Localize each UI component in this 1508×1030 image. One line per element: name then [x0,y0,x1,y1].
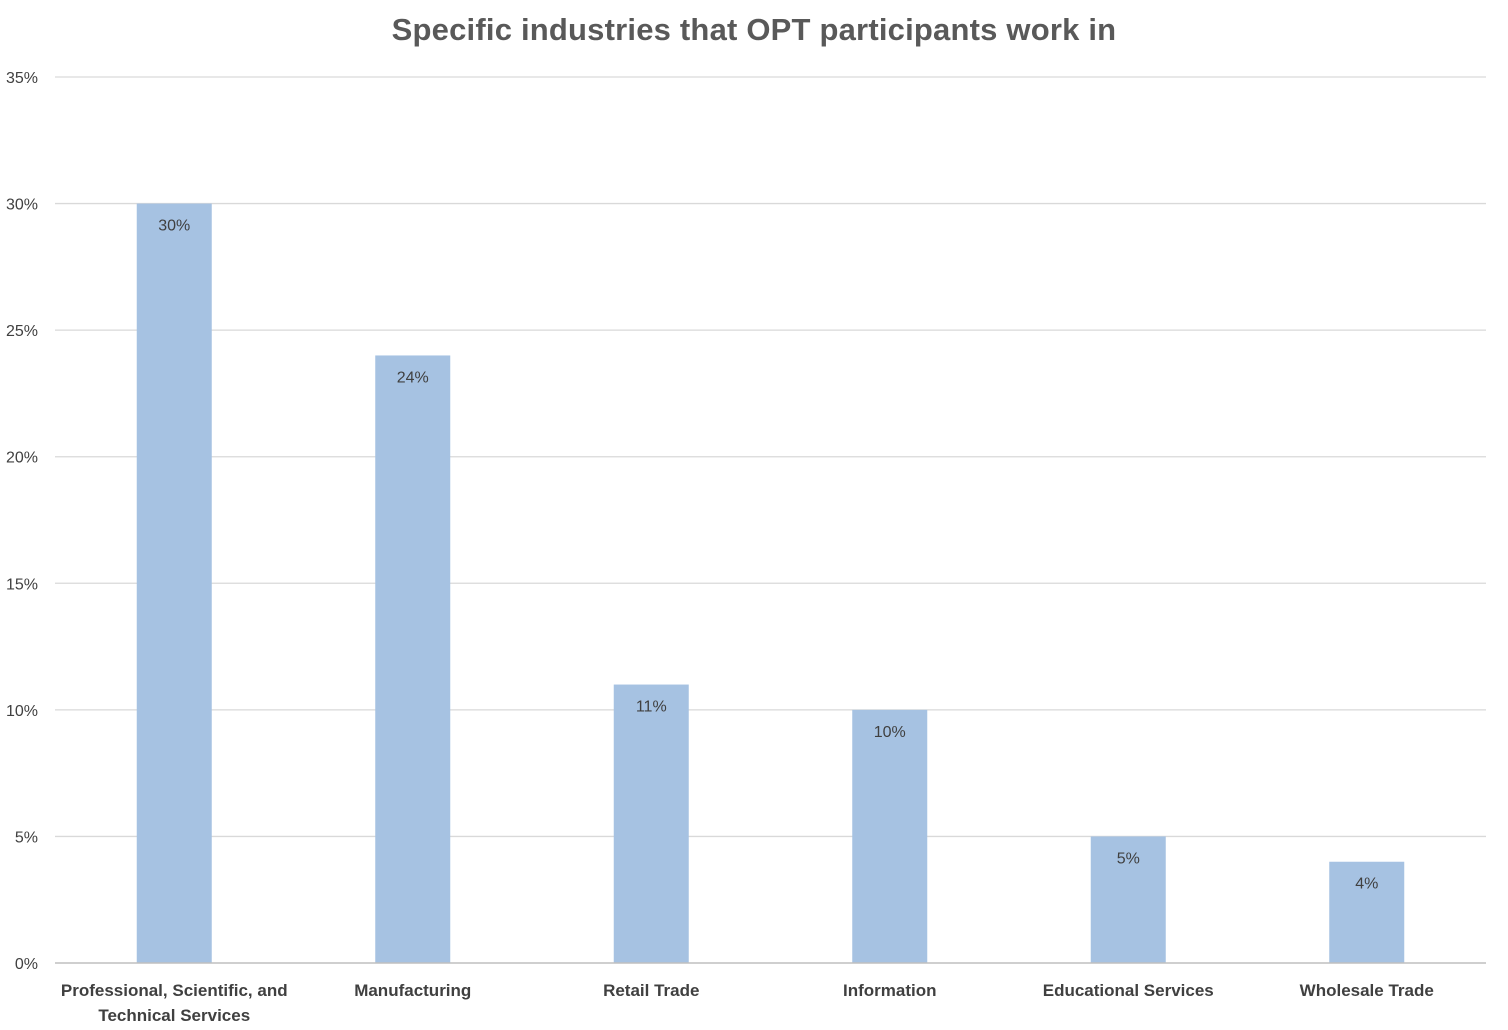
x-tick-label: Information [843,981,937,1000]
x-tick-label: Manufacturing [354,981,471,1000]
y-tick-label: 20% [6,450,38,467]
data-label: 5% [1117,850,1140,867]
bar [852,709,928,963]
x-tick-label: Educational Services [1043,981,1214,1000]
y-tick-label: 5% [15,829,38,846]
y-tick-label: 30% [6,197,38,214]
bar [375,355,451,963]
y-tick-label: 35% [6,70,38,87]
bar [1090,836,1166,963]
data-label: 30% [158,218,190,235]
y-tick-label: 25% [6,323,38,340]
x-tick-label: Wholesale Trade [1300,981,1434,1000]
data-label: 10% [874,724,906,741]
bar [1329,861,1405,963]
chart-title: Specific industries that OPT participant… [391,12,1117,47]
bars [136,203,1405,964]
y-tick-label: 15% [6,576,38,593]
x-tick-label: Professional, Scientific, and Technical S… [61,981,288,1025]
bar [136,203,212,964]
data-label: 24% [397,369,429,386]
labels: 0% 5% 10% 15% 20% 25% 30% 35% 30% Professional, S… [6,70,1434,1025]
x-tick-label: Retail Trade [603,981,699,1000]
gridlines [55,76,1486,838]
data-label: 11% [636,699,667,716]
y-tick-label: 10% [6,703,38,720]
y-tick-label: 0% [15,956,38,973]
data-label: 4% [1355,876,1378,893]
bar [613,684,689,963]
